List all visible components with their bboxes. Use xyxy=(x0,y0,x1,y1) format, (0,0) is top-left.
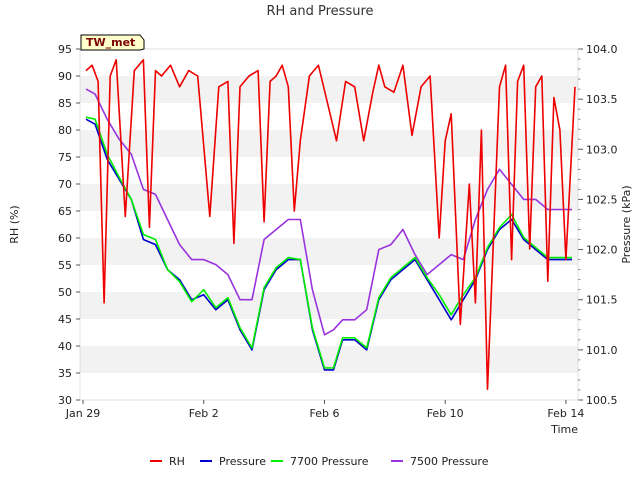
grid-band xyxy=(80,373,578,400)
left-tick-label: 35 xyxy=(58,367,72,380)
right-axis-title: Pressure (kPa) xyxy=(620,185,633,263)
x-tick-label: Feb 14 xyxy=(547,407,584,420)
site-badge-label: TW_met xyxy=(86,36,135,49)
legend-label: 7500 Pressure xyxy=(410,455,489,468)
site-badge: TW_met xyxy=(80,34,145,51)
x-tick-label: Feb 6 xyxy=(309,407,339,420)
right-tick-label: 102.5 xyxy=(586,193,618,206)
left-tick-label: 50 xyxy=(58,286,72,299)
left-tick-label: 60 xyxy=(58,232,72,245)
grid-band xyxy=(80,238,578,265)
legend-label: 7700 Pressure xyxy=(290,455,369,468)
x-tick-label: Jan 29 xyxy=(65,407,100,420)
x-axis-ticks: Jan 29 Feb 2 Feb 6 Feb 10 Feb 14 xyxy=(65,400,584,420)
left-tick-label: 55 xyxy=(58,259,72,272)
legend-label: Pressure xyxy=(219,455,266,468)
legend-label: RH xyxy=(169,455,185,468)
grid-bands xyxy=(79,48,579,401)
left-axis-ticks: 30 35 40 45 50 55 60 65 70 75 80 85 90 95 xyxy=(58,43,80,407)
grid-band xyxy=(80,184,578,211)
grid-band xyxy=(80,76,578,103)
grid-band xyxy=(80,346,578,373)
left-tick-label: 75 xyxy=(58,151,72,164)
grid-band xyxy=(80,49,578,76)
series-line-rh xyxy=(85,58,576,391)
left-tick-label: 45 xyxy=(58,313,72,326)
left-tick-label: 90 xyxy=(58,70,72,83)
plot-frame xyxy=(79,48,579,401)
x-tick-label: Feb 2 xyxy=(189,407,219,420)
right-tick-label: 102.0 xyxy=(586,244,618,257)
left-tick-label: 85 xyxy=(58,97,72,110)
grid-band xyxy=(80,130,578,157)
left-tick-label: 80 xyxy=(58,124,72,137)
x-tick-label: Feb 10 xyxy=(427,407,464,420)
left-tick-label: 30 xyxy=(58,394,72,407)
right-tick-label: 101.5 xyxy=(586,294,618,307)
right-tick-label: 100.5 xyxy=(586,394,618,407)
grid-band xyxy=(80,292,578,319)
left-tick-label: 70 xyxy=(58,178,72,191)
right-tick-label: 104.0 xyxy=(586,43,618,56)
grid-band xyxy=(80,157,578,184)
legend: RH Pressure 7700 Pressure 7500 Pressure xyxy=(150,455,489,468)
right-tick-label: 103.0 xyxy=(586,143,618,156)
right-axis-ticks: 100.5 101.0 101.5 102.0 102.5 103.0 103.5 104.0 xyxy=(578,43,618,407)
left-tick-label: 65 xyxy=(58,205,72,218)
site-badge-shape xyxy=(80,34,145,51)
series-line-7700-pressure xyxy=(85,116,572,369)
right-tick-label: 101.0 xyxy=(586,344,618,357)
left-tick-label: 95 xyxy=(58,43,72,56)
chart-title: RH and Pressure xyxy=(266,4,373,19)
grid-band xyxy=(80,265,578,292)
left-tick-label: 40 xyxy=(58,340,72,353)
series-line-7500-pressure xyxy=(85,88,572,336)
left-axis-title: RH (%) xyxy=(8,205,21,243)
right-tick-label: 103.5 xyxy=(586,93,618,106)
x-axis-title: Time xyxy=(550,423,578,436)
series-lines xyxy=(85,58,576,391)
